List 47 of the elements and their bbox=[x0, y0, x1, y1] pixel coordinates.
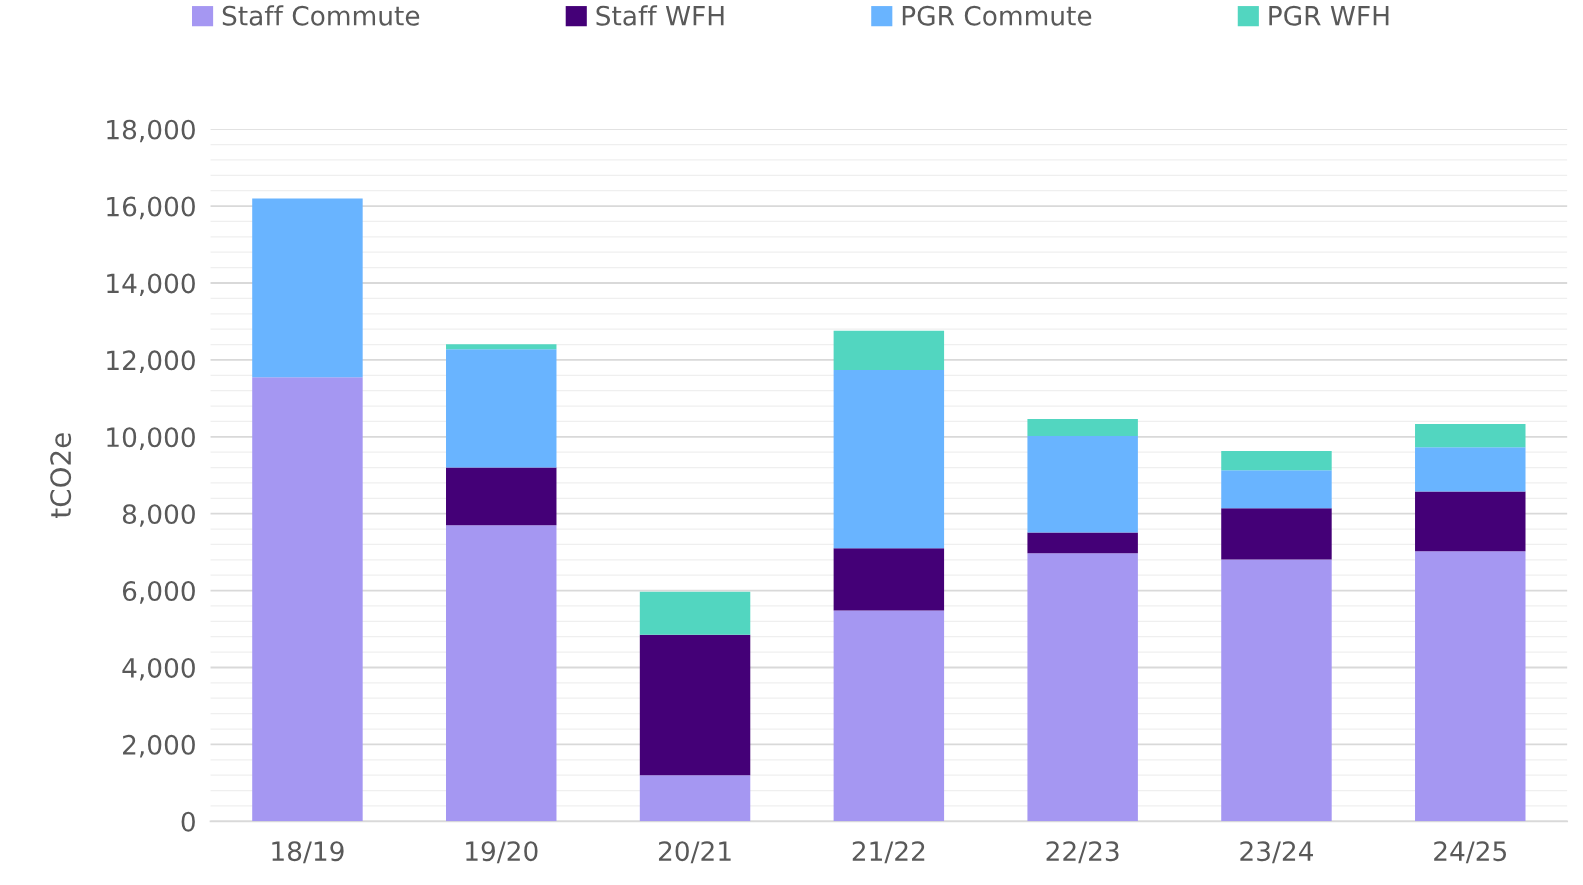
y-tick-label: 16,000 bbox=[107, 196, 195, 220]
bar bbox=[446, 467, 557, 526]
bar bbox=[252, 198, 363, 378]
y-tick-label: 18,000 bbox=[107, 119, 195, 143]
bar bbox=[1415, 447, 1526, 492]
bar bbox=[639, 634, 751, 776]
bar bbox=[1415, 551, 1526, 822]
y-tick-label: 6,000 bbox=[122, 581, 195, 604]
bar bbox=[446, 349, 557, 468]
y-tick-label: 0 bbox=[181, 811, 195, 832]
bar bbox=[446, 525, 557, 822]
bar bbox=[1221, 470, 1332, 509]
bar bbox=[639, 775, 751, 822]
x-tick-label: 21/22 bbox=[852, 841, 925, 864]
y-tick-label: 12,000 bbox=[107, 350, 195, 373]
bar bbox=[1027, 553, 1138, 822]
bar bbox=[1415, 424, 1526, 448]
x-tick-label: 18/19 bbox=[272, 841, 344, 864]
x-tick-label: 19/20 bbox=[466, 841, 538, 864]
y-tick-label: 10,000 bbox=[107, 427, 195, 450]
legend-label: Staff WFH bbox=[596, 5, 724, 26]
y-axis-title: tCO2e bbox=[50, 433, 72, 518]
bar bbox=[833, 369, 945, 549]
bar bbox=[1221, 508, 1332, 560]
bar bbox=[639, 591, 751, 635]
legend-label: PGR Commute bbox=[902, 5, 1092, 26]
bar bbox=[446, 344, 557, 350]
legend-label: Staff Commute bbox=[222, 5, 420, 26]
legend-label: PGR WFH bbox=[1269, 5, 1389, 26]
bar bbox=[833, 610, 945, 822]
x-tick-label: 20/21 bbox=[658, 841, 731, 864]
y-tick-label: 8,000 bbox=[122, 504, 195, 527]
bar bbox=[1221, 559, 1332, 822]
x-tick-label: 24/25 bbox=[1434, 841, 1506, 864]
bar bbox=[252, 377, 363, 822]
bar bbox=[1027, 532, 1138, 554]
bar bbox=[1027, 419, 1138, 437]
y-tick-label: 14,000 bbox=[107, 273, 195, 297]
x-tick-label: 23/24 bbox=[1240, 841, 1314, 864]
bar bbox=[833, 548, 945, 611]
bar bbox=[833, 330, 945, 370]
bar bbox=[1415, 491, 1526, 552]
y-tick-label: 4,000 bbox=[122, 657, 195, 681]
bar bbox=[1221, 451, 1332, 471]
x-tick-label: 22/23 bbox=[1046, 841, 1119, 864]
y-tick-label: 2,000 bbox=[123, 734, 195, 758]
bar bbox=[1027, 436, 1138, 533]
